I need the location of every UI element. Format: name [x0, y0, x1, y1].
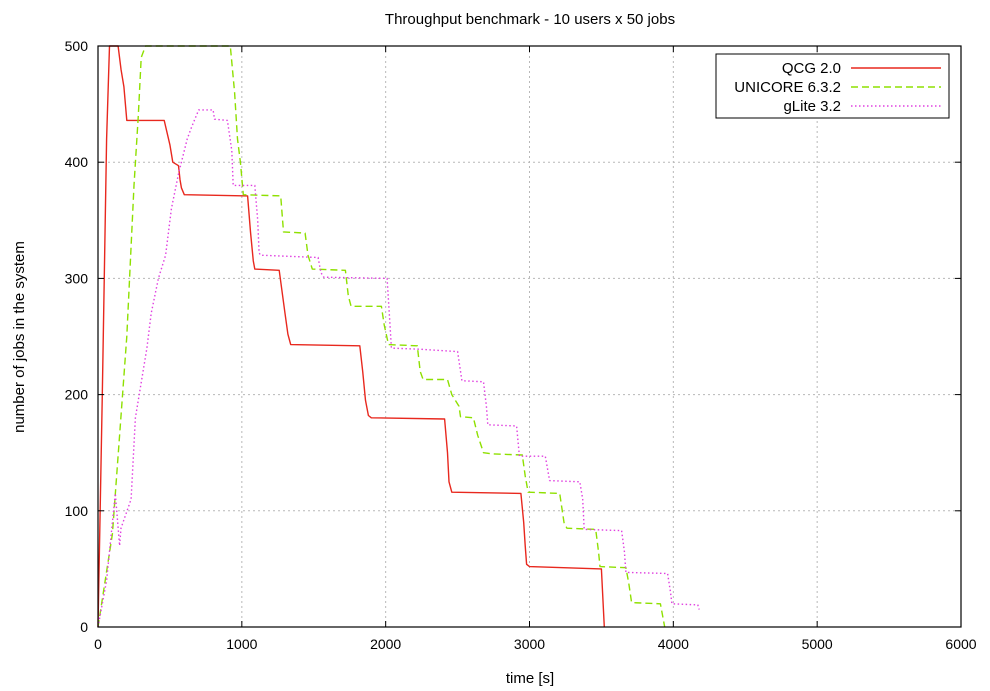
y-tick-label: 500 [65, 38, 89, 54]
legend: QCG 2.0 UNICORE 6.3.2 gLite 3.2 [715, 53, 950, 119]
y-tick-label: 400 [65, 154, 89, 170]
series-lines [97, 45, 700, 628]
y-axis-label: number of jobs in the system [11, 241, 28, 433]
y-tick-label: 100 [65, 503, 89, 519]
y-tick-label: 0 [80, 619, 88, 635]
legend-label-glite-3-2: gLite 3.2 [783, 98, 841, 115]
legend-label-unicore-6-3-2: UNICORE 6.3.2 [734, 79, 841, 96]
x-tick-label: 5000 [802, 636, 833, 652]
series-line-glite-3-2 [97, 109, 700, 628]
chart-title: Throughput benchmark - 10 users x 50 job… [385, 11, 675, 28]
grid [98, 46, 961, 627]
x-axis-label: time [s] [506, 670, 554, 687]
legend-box [715, 53, 950, 119]
x-tick-label: 0 [94, 636, 102, 652]
x-tick-label: 4000 [658, 636, 689, 652]
legend-label-qcg-2-0: QCG 2.0 [782, 60, 841, 77]
x-tick-label: 2000 [370, 636, 401, 652]
x-tick-label: 3000 [514, 636, 545, 652]
y-tick-label: 200 [65, 387, 89, 403]
x-tick-label: 6000 [945, 636, 976, 652]
x-tick-label: 1000 [226, 636, 257, 652]
series-line-unicore-6-3-2 [97, 45, 666, 628]
series-line-qcg-2-0 [97, 45, 605, 628]
axis-ticks: 0 1000 2000 3000 4000 5000 6000 0 100 200 300 400 50… [65, 38, 977, 652]
y-tick-label: 300 [65, 270, 89, 286]
